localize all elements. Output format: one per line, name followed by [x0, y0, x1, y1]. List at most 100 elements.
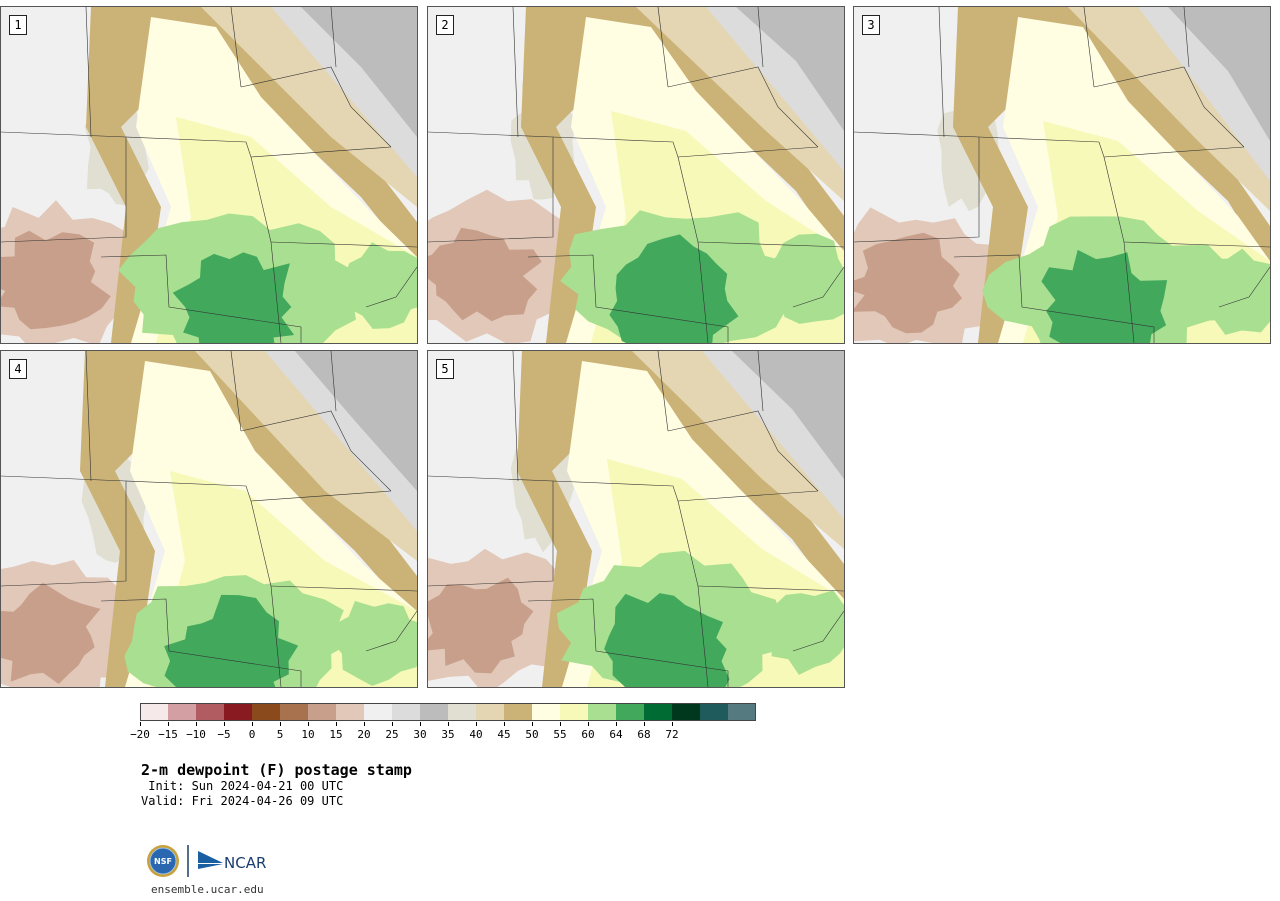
field-fill-64 — [172, 252, 295, 343]
colorbar-tick-label: 40 — [469, 728, 483, 741]
state-borders — [428, 7, 844, 343]
colorbar-tickmark — [476, 722, 477, 726]
colorbar-tickmark — [140, 722, 141, 726]
dewpoint-map — [1, 351, 417, 687]
colorbar-swatch — [168, 703, 196, 721]
field-fill-45 — [80, 351, 417, 687]
field-fill-64 — [604, 593, 730, 687]
member-panel-1: 1 — [0, 6, 418, 344]
colorbar-tick-label: 55 — [553, 728, 567, 741]
colorbar-tickmark — [560, 722, 561, 726]
colorbar-swatch — [532, 703, 560, 721]
colorbar-tick-label: 15 — [329, 728, 343, 741]
colorbar-swatch — [196, 703, 224, 721]
dewpoint-field — [1, 7, 417, 343]
colorbar-tick-label: 68 — [637, 728, 651, 741]
field-fill-64 — [609, 234, 739, 343]
field-fill-40 — [636, 7, 844, 201]
field-fill-64 — [164, 594, 299, 687]
colorbar-tickmark — [420, 722, 421, 726]
field-fill-30 — [736, 7, 844, 131]
init-time: Init: Sun 2024-04-21 00 UTC — [141, 779, 344, 793]
dewpoint-field — [428, 7, 844, 343]
colorbar-swatch — [252, 703, 280, 721]
colorbar-tickmark — [532, 722, 533, 726]
colorbar-tickmark — [308, 722, 309, 726]
colorbar-tickmark — [392, 722, 393, 726]
colorbar-tick-label: 35 — [441, 728, 455, 741]
colorbar-tick-label: −10 — [186, 728, 206, 741]
colorbar-tick-label: 25 — [385, 728, 399, 741]
field-fill-40 — [1068, 7, 1270, 211]
dewpoint-map — [854, 7, 1270, 343]
colorbar-swatch — [336, 703, 364, 721]
dewpoint-field — [854, 7, 1270, 343]
member-number-label: 1 — [9, 15, 27, 35]
member-number-label: 3 — [862, 15, 880, 35]
state-borders — [1, 7, 417, 343]
colorbar-tickmark — [448, 722, 449, 726]
field-fill-10 — [854, 232, 962, 334]
colorbar-swatch — [504, 703, 532, 721]
colorbar-tick-label: −20 — [130, 728, 150, 741]
field-fill-45 — [86, 7, 417, 343]
field-fill-30 — [732, 351, 844, 479]
colorbar-tickmark — [644, 722, 645, 726]
field-fill-10 — [428, 227, 542, 322]
field-fill-30 — [301, 7, 417, 137]
field-fill-60b — [1184, 248, 1270, 335]
field-fill-40 — [632, 351, 844, 549]
colorbar-tickmark — [364, 722, 365, 726]
field-fill-30 — [295, 351, 417, 491]
state-borders — [428, 351, 844, 687]
field-fill-64 — [1041, 249, 1168, 343]
colorbar-swatch — [672, 703, 700, 721]
colorbar-swatch — [728, 703, 756, 721]
colorbar-swatch — [308, 703, 336, 721]
colorbar-swatch — [364, 703, 392, 721]
colorbar-swatch — [392, 703, 420, 721]
dewpoint-map — [428, 351, 844, 687]
colorbar-tick-label: 20 — [357, 728, 371, 741]
state-borders — [1, 351, 417, 687]
member-number-label: 2 — [436, 15, 454, 35]
field-fill-60b — [757, 233, 844, 324]
colorbar-tickmark — [672, 722, 673, 726]
colorbar-swatch — [448, 703, 476, 721]
member-number-label: 4 — [9, 359, 27, 379]
colorbar-tickmark — [196, 722, 197, 726]
field-fill-40 — [201, 7, 417, 207]
dewpoint-field — [1, 351, 417, 687]
chart-title: 2-m dewpoint (F) postage stamp — [141, 761, 412, 779]
colorbar-tick-label: 50 — [525, 728, 539, 741]
dewpoint-map — [428, 7, 844, 343]
colorbar-swatch — [588, 703, 616, 721]
valid-time: Valid: Fri 2024-04-26 09 UTC — [141, 794, 344, 808]
member-panel-2: 2 — [427, 6, 845, 344]
field-fill-10 — [428, 577, 534, 674]
field-fill-45 — [517, 351, 844, 687]
nsf-logo-text: NSF — [154, 857, 172, 866]
field-fill-60b — [331, 601, 417, 686]
member-panel-3: 3 — [853, 6, 1271, 344]
colorbar-swatch — [616, 703, 644, 721]
colorbar-swatch — [224, 703, 252, 721]
colorbar-tick-label: 60 — [581, 728, 595, 741]
dewpoint-map — [1, 7, 417, 343]
colorbar-tick-label: 45 — [497, 728, 511, 741]
colorbar-swatch — [560, 703, 588, 721]
field-fill-60b — [758, 590, 844, 675]
colorbar-tick-label: −15 — [158, 728, 178, 741]
field-fill-10 — [1, 582, 101, 684]
colorbar-swatch — [140, 703, 168, 721]
field-fill-40 — [195, 351, 417, 561]
field-fill-60b — [330, 242, 417, 329]
colorbar-tickmark — [336, 722, 337, 726]
colorbar-tick-label: 72 — [665, 728, 679, 741]
member-number-label: 5 — [436, 359, 454, 379]
colorbar-tick-label: 64 — [609, 728, 623, 741]
colorbar-swatch — [700, 703, 728, 721]
colorbar-tick-label: 10 — [301, 728, 315, 741]
colorbar-tickmark — [168, 722, 169, 726]
state-borders — [854, 7, 1270, 343]
